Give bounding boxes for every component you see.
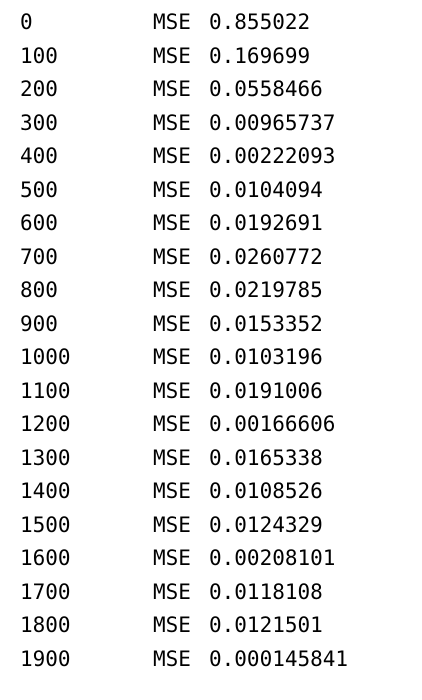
metric-label: MSE — [153, 144, 191, 168]
log-line: 1300 MSE 0.0165338 — [0, 442, 422, 476]
step-number: 1900 — [20, 646, 71, 671]
step-number: 1500 — [20, 512, 71, 537]
log-line: 800 MSE 0.0219785 — [0, 274, 422, 308]
step-number: 600 — [20, 211, 58, 235]
metric-value: 0.00222093 — [209, 144, 336, 168]
step-number: 1300 — [20, 445, 71, 470]
log-line: 1200 MSE 0.00166606 — [0, 408, 422, 442]
step-number: 1700 — [20, 579, 71, 604]
log-line: 700 MSE 0.0260772 — [0, 241, 422, 275]
step-number: 700 — [20, 244, 58, 269]
metric-value: 0.000145841 — [209, 646, 349, 671]
step-number: 1600 — [20, 546, 71, 570]
metric-value: 0.00965737 — [209, 110, 336, 135]
metric-value: 0.0165338 — [209, 445, 323, 470]
metric-value: 0.0124329 — [209, 512, 323, 537]
metric-value: 0.0103196 — [209, 345, 323, 369]
metric-label: MSE — [153, 412, 191, 436]
metric-value: 0.855022 — [209, 10, 311, 34]
metric-value: 0.0558466 — [209, 77, 323, 101]
metric-label: MSE — [153, 77, 191, 101]
step-number: 1100 — [20, 378, 71, 403]
step-number: 1200 — [20, 412, 71, 436]
metric-label: MSE — [153, 311, 191, 336]
metric-value: 0.00166606 — [209, 412, 336, 436]
metric-label: MSE — [153, 479, 191, 503]
metric-label: MSE — [153, 177, 191, 202]
log-line: 1000 MSE 0.0103196 — [0, 341, 422, 375]
step-number: 500 — [20, 177, 58, 202]
step-number: 1000 — [20, 345, 71, 369]
log-line: 100 MSE 0.169699 — [0, 40, 422, 74]
log-line: 1600 MSE 0.00208101 — [0, 542, 422, 576]
log-line: 600 MSE 0.0192691 — [0, 207, 422, 241]
metric-value: 0.169699 — [209, 43, 311, 68]
metric-label: MSE — [153, 546, 191, 570]
log-line: 0 MSE 0.855022 — [0, 6, 422, 40]
metric-value: 0.0121501 — [209, 613, 323, 637]
log-line: 300 MSE 0.00965737 — [0, 107, 422, 141]
metric-label: MSE — [153, 445, 191, 470]
metric-label: MSE — [153, 579, 191, 604]
metric-label: MSE — [153, 512, 191, 537]
metric-value: 0.0219785 — [209, 278, 323, 302]
step-number: 0 — [20, 10, 33, 34]
step-number: 100 — [20, 43, 58, 68]
metric-label: MSE — [153, 211, 191, 235]
metric-label: MSE — [153, 10, 191, 34]
log-line: 1400 MSE 0.0108526 — [0, 475, 422, 509]
log-line: 1100 MSE 0.0191006 — [0, 375, 422, 409]
metric-value: 0.00208101 — [209, 546, 336, 570]
metric-label: MSE — [153, 378, 191, 403]
log-line: 500 MSE 0.0104094 — [0, 174, 422, 208]
step-number: 800 — [20, 278, 58, 302]
step-number: 300 — [20, 110, 58, 135]
log-line: 400 MSE 0.00222093 — [0, 140, 422, 174]
metric-label: MSE — [153, 345, 191, 369]
metric-value: 0.0260772 — [209, 244, 323, 269]
log-line: 1800 MSE 0.0121501 — [0, 609, 422, 643]
metric-value: 0.0153352 — [209, 311, 323, 336]
step-number: 1800 — [20, 613, 71, 637]
metric-value: 0.0104094 — [209, 177, 323, 202]
metric-label: MSE — [153, 110, 191, 135]
metric-value: 0.0192691 — [209, 211, 323, 235]
metric-value: 0.0191006 — [209, 378, 323, 403]
step-number: 900 — [20, 311, 58, 336]
log-line: 900 MSE 0.0153352 — [0, 308, 422, 342]
metric-label: MSE — [153, 244, 191, 269]
metric-value: 0.0108526 — [209, 479, 323, 503]
log-line: 200 MSE 0.0558466 — [0, 73, 422, 107]
metric-label: MSE — [153, 43, 191, 68]
metric-label: MSE — [153, 646, 191, 671]
metric-label: MSE — [153, 278, 191, 302]
metric-label: MSE — [153, 613, 191, 637]
step-number: 1400 — [20, 479, 71, 503]
metric-value: 0.0118108 — [209, 579, 323, 604]
log-line: 1700 MSE 0.0118108 — [0, 576, 422, 610]
log-line: 1900 MSE 0.000145841 — [0, 643, 422, 677]
step-number: 400 — [20, 144, 58, 168]
log-line: 1500 MSE 0.0124329 — [0, 509, 422, 543]
step-number: 200 — [20, 77, 58, 101]
